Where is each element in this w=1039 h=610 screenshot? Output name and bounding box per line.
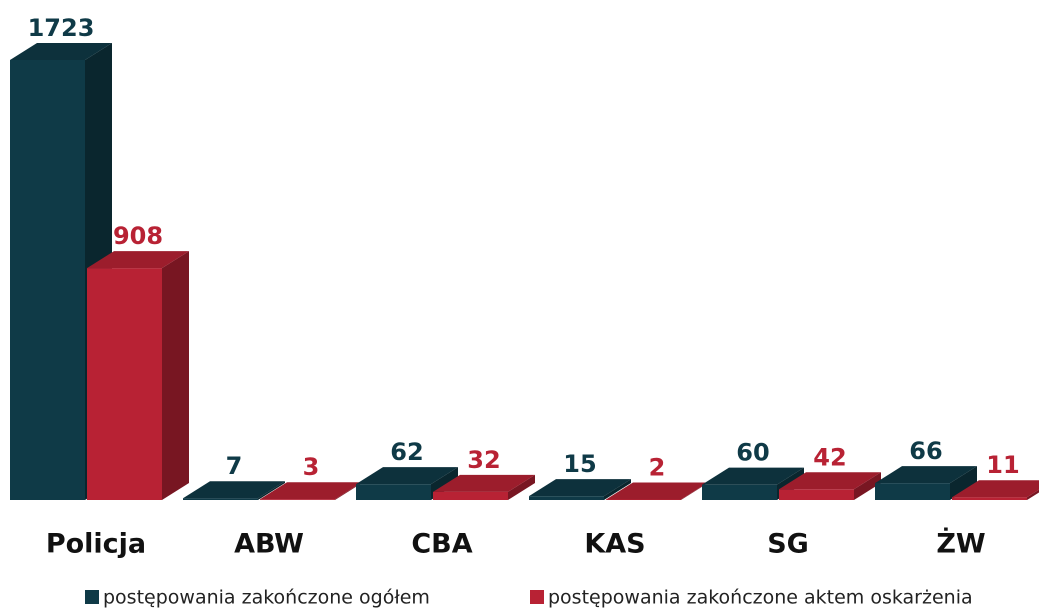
bar-top: [606, 482, 708, 500]
bar-top: [356, 467, 458, 485]
bar-front: [87, 268, 162, 500]
legend-swatch: [530, 590, 544, 604]
value-label: 2: [649, 453, 666, 481]
bar-side: [854, 472, 881, 500]
bar-side: [604, 479, 631, 500]
value-label: 908: [113, 222, 163, 250]
bar-side: [1027, 489, 1039, 500]
x-tick-label: KAS: [584, 529, 645, 560]
bar-front: [183, 498, 258, 500]
bar-top: [183, 481, 285, 499]
bar-front: [529, 496, 604, 500]
legend-swatch: [85, 590, 99, 604]
bar-front: [875, 483, 950, 500]
x-tick-label: Policja: [46, 529, 146, 560]
x-tick-label: ŻW: [936, 528, 985, 560]
bar-top: [433, 474, 535, 492]
bar-top: [779, 472, 881, 490]
bar-side: [950, 466, 977, 500]
bar-front: [260, 499, 335, 500]
bar-top: [702, 467, 804, 485]
value-label: 11: [986, 451, 1019, 479]
bar-top: [10, 43, 112, 60]
value-label: 1723: [28, 14, 95, 42]
legend-label: postępowania zakończone aktem oskarżenia: [548, 587, 973, 609]
value-label: 7: [226, 452, 243, 480]
value-label: 66: [909, 437, 942, 465]
bar-side: [335, 482, 362, 500]
bar-front: [779, 489, 854, 500]
value-label: 15: [563, 450, 596, 478]
bar-top: [87, 251, 189, 269]
bar-top: [952, 480, 1039, 498]
bar-front: [702, 484, 777, 500]
x-tick-label: ABW: [234, 529, 304, 560]
bar-top: [260, 482, 362, 500]
bar-side: [258, 481, 285, 500]
bar-side: [508, 474, 535, 500]
x-tick-label: SG: [767, 529, 809, 560]
x-tick-label: CBA: [411, 529, 472, 560]
legend-label: postępowania zakończone ogółem: [103, 587, 430, 609]
bar-side: [162, 251, 189, 500]
value-label: 42: [813, 443, 846, 471]
bar-front: [10, 60, 85, 500]
value-label: 62: [390, 438, 423, 466]
bar-front: [606, 499, 681, 500]
bar-front: [356, 484, 431, 500]
bar-top: [875, 466, 977, 484]
bar-top: [529, 479, 631, 497]
value-label: 32: [467, 446, 500, 474]
bar-front: [433, 491, 508, 500]
bar-side: [681, 482, 708, 500]
value-label: 3: [303, 453, 320, 481]
bar-front: [952, 497, 1027, 500]
value-label: 60: [736, 439, 769, 467]
